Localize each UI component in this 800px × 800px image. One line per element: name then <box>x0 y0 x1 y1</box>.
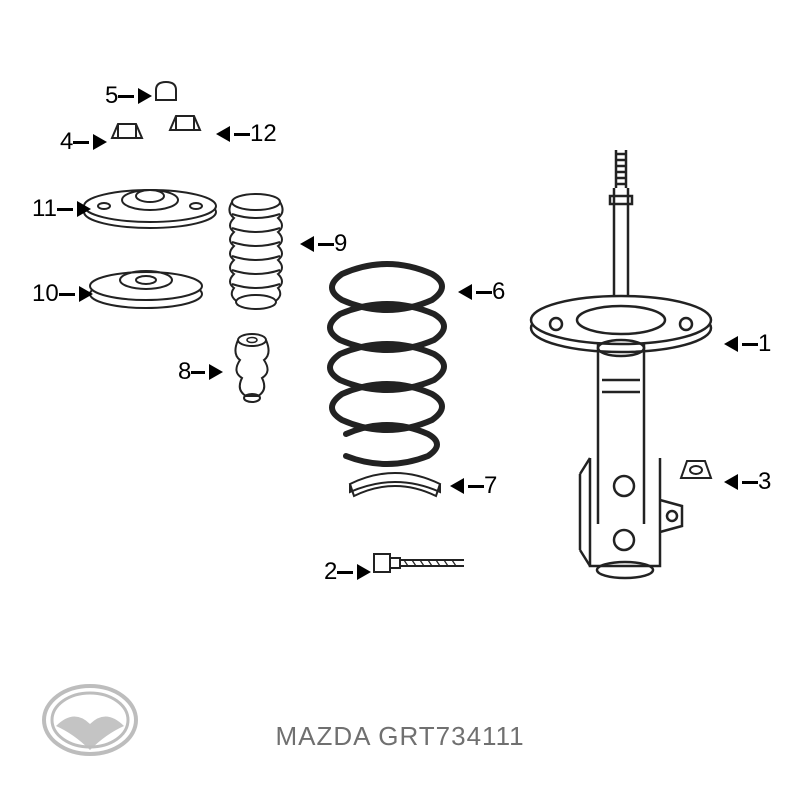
callout-7: 7 <box>446 472 497 500</box>
arrow-icon <box>458 284 472 300</box>
part-spring-seat-10 <box>86 260 206 310</box>
arrow-icon <box>724 474 738 490</box>
callout-1: 1 <box>720 330 771 358</box>
callout-number: 7 <box>484 472 497 500</box>
part-top-mount-11 <box>80 170 220 230</box>
callout-number: 1 <box>758 330 771 358</box>
arrow-icon <box>724 336 738 352</box>
footer-partno: GRT734111 <box>378 721 524 751</box>
callout-number: 9 <box>334 230 347 258</box>
callout-number: 8 <box>178 358 191 386</box>
callout-3: 3 <box>720 468 771 496</box>
footer-caption: MAZDA GRT734111 <box>275 721 524 752</box>
arrow-icon <box>79 286 93 302</box>
arrow-icon <box>209 364 223 380</box>
arrow-icon <box>300 236 314 252</box>
callout-11: 11 <box>32 195 95 223</box>
callout-5: 5 <box>105 82 156 110</box>
callout-8: 8 <box>178 358 227 386</box>
footer-brand: MAZDA <box>275 721 370 751</box>
mazda-logo <box>40 680 140 760</box>
part-dust-boot-9 <box>220 192 292 312</box>
callout-4: 4 <box>60 128 111 156</box>
callout-number: 10 <box>32 280 59 308</box>
callout-12: 12 <box>212 120 277 148</box>
callout-9: 9 <box>296 230 347 258</box>
arrow-icon <box>77 201 91 217</box>
callout-number: 12 <box>250 120 277 148</box>
part-coil-spring-6 <box>312 256 462 476</box>
callout-number: 4 <box>60 128 73 156</box>
callout-10: 10 <box>32 280 97 308</box>
part-strut-1 <box>510 148 730 588</box>
callout-number: 2 <box>324 558 337 586</box>
part-bolt-2 <box>372 548 472 578</box>
arrow-icon <box>93 134 107 150</box>
arrow-icon <box>138 88 152 104</box>
part-nut-12 <box>168 112 202 134</box>
arrow-icon <box>216 126 230 142</box>
arrow-icon <box>450 478 464 494</box>
callout-2: 2 <box>324 558 375 586</box>
callout-number: 11 <box>32 195 57 223</box>
arrow-icon <box>357 564 371 580</box>
part-bump-stop-8 <box>228 332 276 408</box>
part-spring-pad-7 <box>340 456 450 506</box>
callout-number: 3 <box>758 468 771 496</box>
callout-number: 6 <box>492 278 505 306</box>
part-nut-4 <box>110 120 144 142</box>
callout-6: 6 <box>454 278 505 306</box>
callout-number: 5 <box>105 82 118 110</box>
